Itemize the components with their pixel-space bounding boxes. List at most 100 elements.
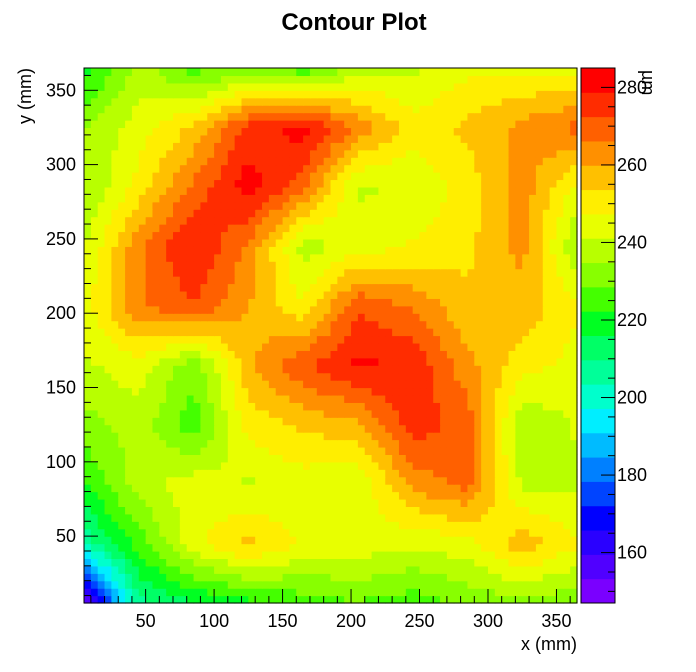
contour-cell bbox=[357, 476, 366, 485]
contour-cell bbox=[275, 350, 284, 359]
contour-cell bbox=[549, 461, 558, 470]
contour-cell bbox=[412, 365, 421, 374]
contour-cell bbox=[460, 216, 469, 225]
contour-cell bbox=[131, 276, 140, 285]
contour-cell bbox=[440, 558, 448, 567]
contour-cell bbox=[364, 543, 373, 552]
contour-cell bbox=[474, 149, 482, 158]
contour-cell bbox=[131, 387, 140, 396]
contour-cell bbox=[556, 305, 564, 314]
contour-cell bbox=[474, 543, 482, 552]
contour-cell bbox=[487, 112, 496, 121]
contour-cell bbox=[494, 365, 503, 374]
contour-cell bbox=[556, 491, 564, 500]
contour-cell bbox=[330, 454, 338, 463]
contour-cell bbox=[378, 365, 386, 374]
contour-cell bbox=[357, 142, 366, 151]
contour-cell bbox=[323, 476, 332, 485]
contour-cell bbox=[501, 573, 510, 582]
contour-cell bbox=[159, 498, 167, 507]
contour-cell bbox=[570, 543, 578, 552]
contour-cell bbox=[405, 194, 414, 203]
contour-cell bbox=[125, 186, 133, 195]
contour-cell bbox=[323, 446, 332, 455]
contour-cell bbox=[316, 305, 325, 314]
contour-cell bbox=[268, 127, 277, 136]
contour-cell bbox=[474, 186, 482, 195]
contour-cell bbox=[460, 298, 469, 307]
contour-cell bbox=[268, 231, 277, 240]
contour-cell bbox=[138, 105, 147, 114]
contour-cell bbox=[138, 469, 147, 478]
contour-cell bbox=[385, 186, 393, 195]
contour-cell bbox=[481, 290, 489, 299]
contour-cell bbox=[131, 298, 140, 307]
contour-cell bbox=[515, 179, 523, 188]
contour-cell bbox=[501, 588, 510, 597]
contour-cell bbox=[481, 469, 489, 478]
contour-cell bbox=[255, 120, 263, 129]
contour-cell bbox=[234, 380, 243, 389]
contour-cell bbox=[262, 186, 270, 195]
contour-cell bbox=[214, 558, 222, 567]
contour-cell bbox=[453, 328, 462, 337]
contour-cell bbox=[207, 409, 215, 418]
contour-cell bbox=[309, 550, 318, 560]
contour-cell bbox=[419, 209, 427, 218]
contour-cell bbox=[330, 290, 338, 299]
contour-cell bbox=[385, 127, 393, 136]
contour-cell bbox=[207, 134, 215, 143]
contour-cell bbox=[487, 424, 496, 433]
contour-cell bbox=[419, 506, 427, 515]
contour-cell bbox=[152, 142, 160, 151]
contour-cell bbox=[556, 476, 564, 485]
contour-cell bbox=[446, 424, 455, 433]
contour-cell bbox=[446, 498, 455, 507]
contour-cell bbox=[241, 536, 249, 545]
contour-cell bbox=[166, 335, 174, 344]
contour-cell bbox=[90, 320, 99, 329]
contour-cell bbox=[487, 172, 496, 181]
contour-cell bbox=[344, 335, 352, 344]
contour-cell bbox=[207, 149, 215, 158]
contour-cell bbox=[220, 498, 229, 507]
contour-cell bbox=[179, 246, 188, 255]
contour-cell bbox=[515, 157, 523, 166]
contour-cell bbox=[426, 521, 434, 530]
contour-cell bbox=[179, 424, 188, 433]
contour-cell bbox=[111, 328, 119, 337]
contour-cell bbox=[131, 506, 140, 515]
contour-cell bbox=[125, 573, 133, 582]
contour-cell bbox=[481, 328, 489, 337]
contour-cell bbox=[385, 253, 393, 262]
contour-cell bbox=[97, 313, 106, 322]
contour-cell bbox=[179, 261, 188, 270]
contour-cell bbox=[467, 513, 475, 522]
contour-cell bbox=[529, 550, 537, 560]
contour-cell bbox=[426, 476, 434, 485]
contour-cell bbox=[248, 380, 256, 389]
contour-cell bbox=[529, 387, 537, 396]
contour-cell bbox=[111, 201, 119, 210]
contour-cell bbox=[296, 424, 304, 433]
contour-cell bbox=[398, 350, 407, 359]
contour-cell bbox=[234, 476, 243, 485]
contour-cell bbox=[152, 573, 160, 582]
contour-cell bbox=[227, 253, 236, 262]
contour-cell bbox=[111, 268, 119, 277]
contour-cell bbox=[173, 328, 181, 337]
contour-cell bbox=[351, 432, 359, 441]
contour-cell bbox=[337, 342, 345, 351]
contour-cell bbox=[138, 305, 147, 314]
contour-cell bbox=[426, 506, 434, 515]
contour-cell bbox=[179, 528, 188, 537]
contour-cell bbox=[426, 142, 434, 151]
contour-cell bbox=[179, 164, 188, 173]
contour-cell bbox=[152, 558, 160, 567]
contour-cell bbox=[529, 394, 537, 403]
contour-cell bbox=[227, 588, 236, 597]
contour-cell bbox=[344, 112, 352, 121]
contour-cell bbox=[282, 491, 291, 500]
contour-cell bbox=[398, 454, 407, 463]
contour-cell bbox=[220, 276, 229, 285]
